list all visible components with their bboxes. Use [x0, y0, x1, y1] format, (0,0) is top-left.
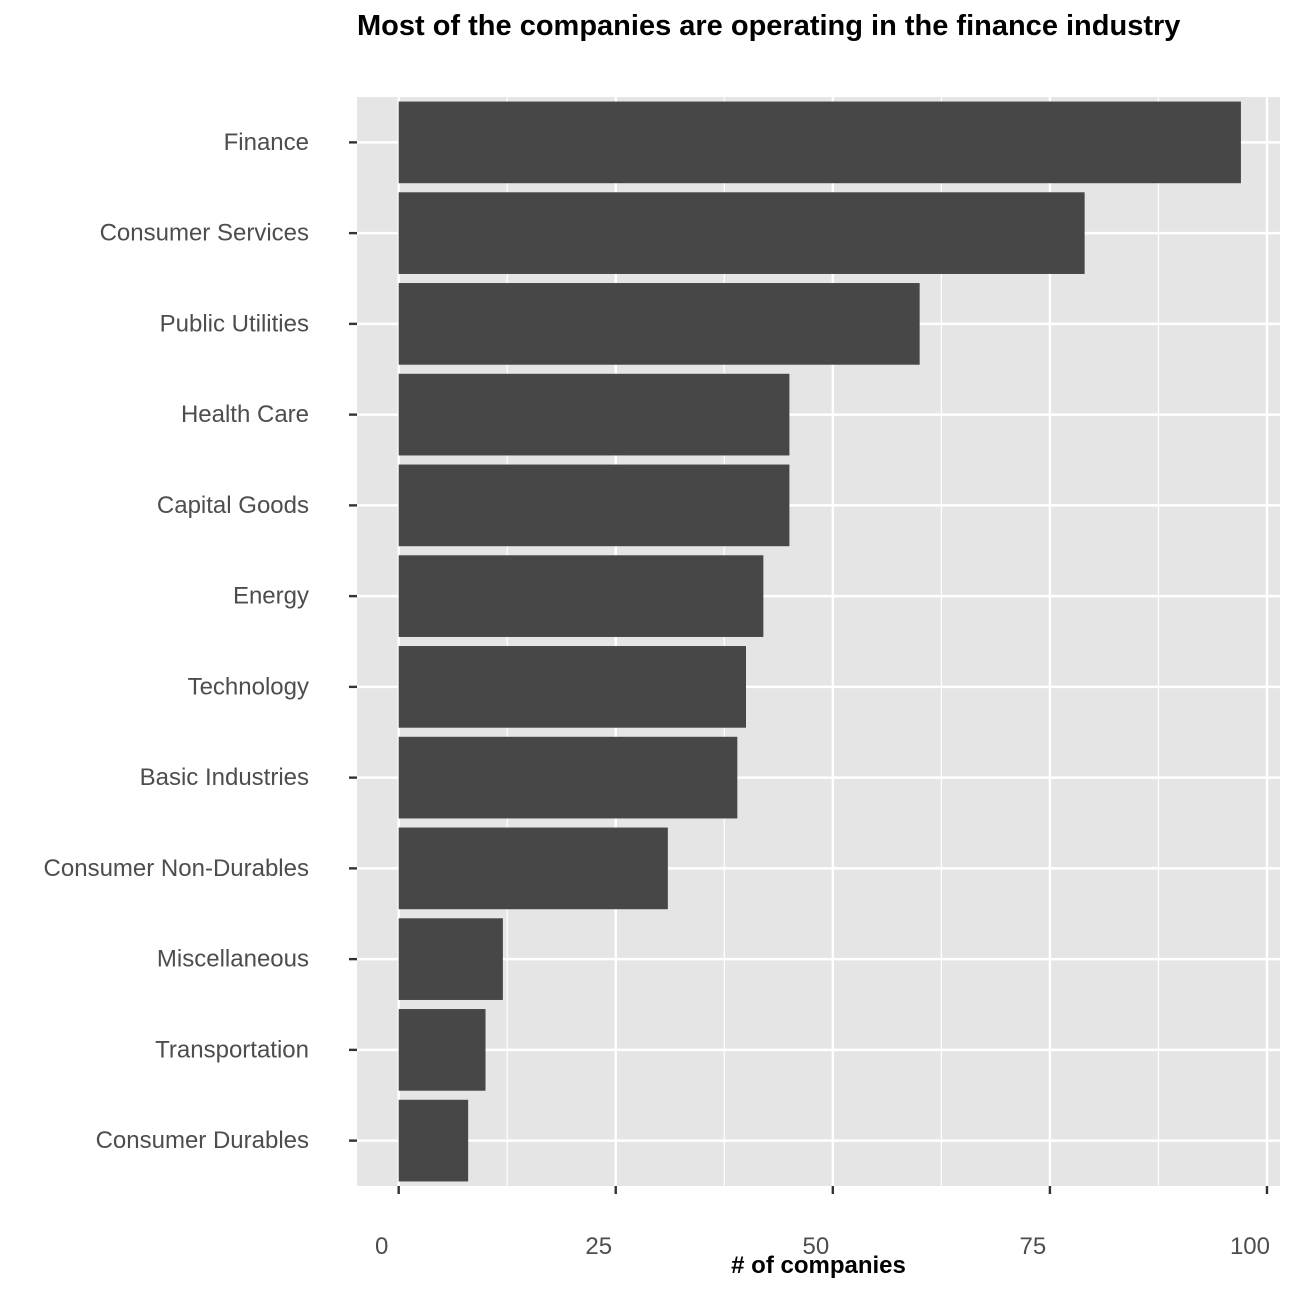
y-tick-label: Public Utilities	[160, 310, 309, 337]
x-tick-label: 100	[1230, 1233, 1270, 1260]
bar	[398, 464, 790, 547]
y-axis: Finance Consumer Services Public Utilities…	[44, 129, 357, 1154]
y-tick-label: Consumer Services	[100, 220, 309, 247]
bar	[398, 646, 746, 728]
y-tick-label: Consumer Non-Durables	[44, 855, 309, 882]
bar	[398, 1009, 486, 1091]
x-tick-label: 25	[585, 1233, 612, 1260]
x-tick-label: 50	[802, 1233, 829, 1260]
x-tick-label: 0	[375, 1233, 388, 1260]
x-axis: 0 25 50 75 100	[375, 1186, 1270, 1260]
y-tick-label: Finance	[224, 129, 309, 156]
y-tick-label: Health Care	[181, 401, 309, 428]
y-tick-label: Consumer Durables	[96, 1127, 309, 1154]
y-tick-label: Miscellaneous	[157, 946, 309, 973]
x-axis-title: # of companies	[731, 1252, 906, 1279]
bar	[398, 555, 764, 637]
y-tick-label: Technology	[188, 673, 309, 700]
bar	[398, 827, 668, 910]
bar	[398, 101, 1241, 184]
chart-title: Most of the companies are operating in t…	[357, 10, 1181, 42]
bar	[398, 373, 790, 456]
y-tick-label: Energy	[233, 583, 309, 610]
y-tick-label: Basic Industries	[140, 764, 309, 791]
bar	[398, 918, 503, 1000]
x-tick-label: 75	[1020, 1233, 1047, 1260]
y-tick-label: Transportation	[155, 1036, 309, 1063]
bar	[398, 1099, 469, 1182]
grid-minor	[506, 97, 1160, 1186]
plot-panel	[357, 97, 1280, 1186]
bar	[398, 192, 1085, 274]
y-tick-label: Capital Goods	[157, 492, 309, 519]
bar	[398, 736, 738, 819]
bars	[398, 101, 1241, 1182]
bar	[398, 283, 920, 365]
